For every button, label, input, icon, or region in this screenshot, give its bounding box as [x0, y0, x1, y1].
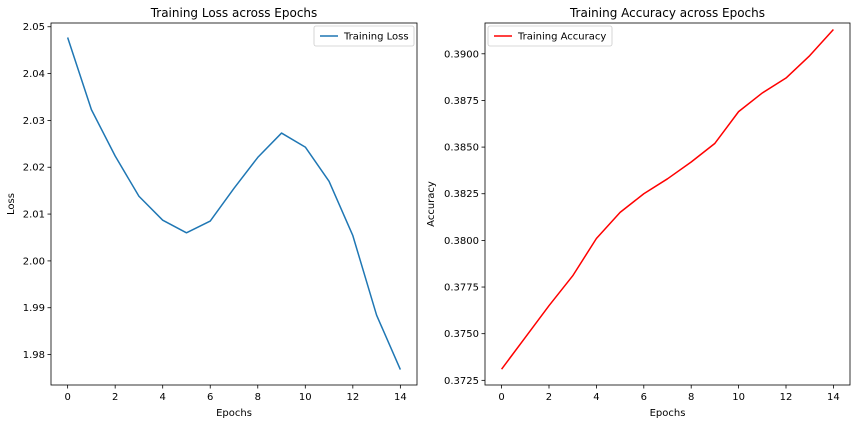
y-tick-label: 0.3875 — [444, 96, 479, 107]
y-tick-label: 0.3725 — [444, 376, 479, 387]
x-tick-label: 6 — [641, 392, 647, 403]
series-line-0 — [66, 37, 402, 370]
x-tick-label: 14 — [827, 392, 840, 403]
x-tick-label: 6 — [207, 392, 213, 403]
x-tick-label: 10 — [732, 392, 745, 403]
x-tick-label: 8 — [688, 392, 694, 403]
y-axis-label: Accuracy — [426, 181, 437, 227]
y-axis-label: Loss — [6, 193, 17, 215]
x-tick-label: 12 — [780, 392, 793, 403]
x-tick-label: 4 — [593, 392, 599, 403]
chart-title: Training Loss across Epochs — [150, 6, 318, 20]
y-tick-label: 0.3800 — [444, 236, 479, 247]
legend-label: Training Accuracy — [517, 32, 606, 43]
y-tick-label: 0.3825 — [444, 189, 479, 200]
y-tick-label: 2.04 — [23, 69, 45, 80]
y-tick-label: 0.3850 — [444, 143, 479, 154]
x-axis-label: Epochs — [650, 408, 686, 419]
plot-frame — [50, 22, 418, 386]
accuracy-chart: Training Accuracy across Epochs 0 2 4 6 8 10 12… — [426, 6, 851, 419]
x-tick-label: 2 — [546, 392, 552, 403]
y-tick-label: 2.03 — [23, 116, 45, 127]
legend: Training Loss — [313, 25, 415, 47]
legend: Training Accuracy — [487, 25, 613, 47]
y-tick-label: 0.3750 — [444, 329, 479, 340]
chart-title: Training Accuracy across Epochs — [569, 6, 765, 20]
x-tick-label: 12 — [346, 392, 359, 403]
y-tick-label: 0.3900 — [444, 49, 479, 60]
x-tick-label: 0 — [64, 392, 70, 403]
x-tick-label: 2 — [112, 392, 118, 403]
x-axis-label: Epochs — [216, 408, 252, 419]
x-tick-label: 10 — [299, 392, 312, 403]
y-tick-label: 2.00 — [23, 256, 45, 267]
legend-label: Training Loss — [343, 32, 409, 43]
plot-frame — [484, 22, 851, 386]
y-tick-label: 2.01 — [23, 210, 45, 221]
x-tick-label: 14 — [394, 392, 407, 403]
y-tick-label: 2.05 — [23, 22, 45, 33]
y-tick-label: 1.98 — [23, 350, 45, 361]
legend-box — [313, 25, 415, 47]
loss-chart: Training Loss across Epochs 0 2 4 6 8 10 12 14 1.… — [6, 6, 418, 419]
x-tick-label: 0 — [498, 392, 504, 403]
x-tick-label: 4 — [160, 392, 166, 403]
series-line-0 — [500, 29, 834, 370]
y-tick-label: 2.02 — [23, 163, 45, 174]
legend-box — [487, 25, 613, 47]
x-tick-label: 8 — [255, 392, 261, 403]
y-tick-label: 1.99 — [23, 303, 45, 314]
y-tick-label: 0.3775 — [444, 283, 479, 294]
